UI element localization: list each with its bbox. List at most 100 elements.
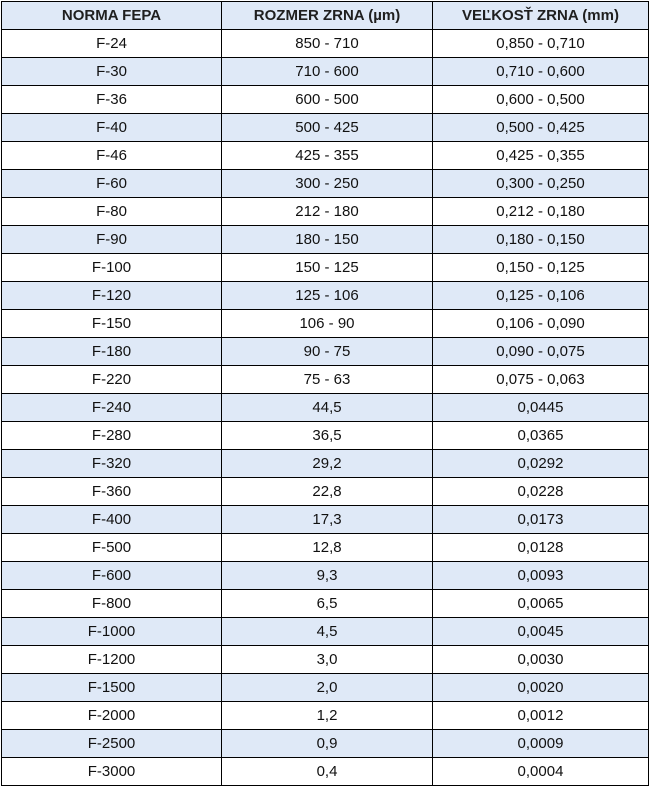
cell-grain-size-um: 600 - 500 (221, 85, 433, 114)
cell-grain-size-mm: 0,600 - 0,500 (432, 85, 649, 114)
cell-fepa-grade: F-3000 (1, 757, 222, 786)
table-row: F-60 300 - 250 0,300 - 0,250 (1, 169, 649, 198)
cell-fepa-grade: F-100 (1, 253, 222, 282)
header-grain-size-mm: VEĽKOSŤ ZRNA (mm) (432, 1, 649, 30)
cell-grain-size-um: 180 - 150 (221, 225, 433, 254)
cell-grain-size-mm: 0,0292 (432, 449, 649, 478)
table-row: F-600 9,3 0,0093 (1, 561, 649, 590)
cell-fepa-grade: F-800 (1, 589, 222, 618)
cell-grain-size-mm: 0,850 - 0,710 (432, 29, 649, 58)
cell-grain-size-um: 125 - 106 (221, 281, 433, 310)
cell-grain-size-um: 17,3 (221, 505, 433, 534)
cell-grain-size-mm: 0,0065 (432, 589, 649, 618)
table-header: NORMA FEPA ROZMER ZRNA (µm) VEĽKOSŤ ZRNA… (1, 1, 649, 30)
cell-fepa-grade: F-240 (1, 393, 222, 422)
table-row: F-240 44,5 0,0445 (1, 393, 649, 422)
cell-grain-size-um: 0,9 (221, 729, 433, 758)
cell-grain-size-mm: 0,0445 (432, 393, 649, 422)
table-body: F-24 850 - 710 0,850 - 0,710 F-30 710 - 600 0… (1, 29, 649, 786)
cell-grain-size-um: 106 - 90 (221, 309, 433, 338)
cell-grain-size-mm: 0,0009 (432, 729, 649, 758)
cell-grain-size-um: 36,5 (221, 421, 433, 450)
cell-grain-size-um: 75 - 63 (221, 365, 433, 394)
cell-grain-size-mm: 0,090 - 0,075 (432, 337, 649, 366)
table-row: F-1000 4,5 0,0045 (1, 617, 649, 646)
table-row: F-1500 2,0 0,0020 (1, 673, 649, 702)
cell-fepa-grade: F-400 (1, 505, 222, 534)
table-row: F-90 180 - 150 0,180 - 0,150 (1, 225, 649, 254)
cell-fepa-grade: F-90 (1, 225, 222, 254)
table-row: F-46 425 - 355 0,425 - 0,355 (1, 141, 649, 170)
cell-grain-size-um: 4,5 (221, 617, 433, 646)
table-row: F-24 850 - 710 0,850 - 0,710 (1, 29, 649, 58)
table-row: F-2500 0,9 0,0009 (1, 729, 649, 758)
table-row: F-36 600 - 500 0,600 - 0,500 (1, 85, 649, 114)
table-row: F-280 36,5 0,0365 (1, 421, 649, 450)
cell-grain-size-um: 0,4 (221, 757, 433, 786)
cell-fepa-grade: F-36 (1, 85, 222, 114)
cell-fepa-grade: F-220 (1, 365, 222, 394)
cell-grain-size-um: 3,0 (221, 645, 433, 674)
table-row: F-1200 3,0 0,0030 (1, 645, 649, 674)
header-grain-size-um: ROZMER ZRNA (µm) (221, 1, 433, 30)
cell-grain-size-mm: 0,0365 (432, 421, 649, 450)
table-row: F-40 500 - 425 0,500 - 0,425 (1, 113, 649, 142)
cell-fepa-grade: F-1200 (1, 645, 222, 674)
cell-grain-size-mm: 0,0004 (432, 757, 649, 786)
cell-grain-size-mm: 0,300 - 0,250 (432, 169, 649, 198)
cell-grain-size-mm: 0,0093 (432, 561, 649, 590)
cell-grain-size-um: 212 - 180 (221, 197, 433, 226)
cell-fepa-grade: F-120 (1, 281, 222, 310)
cell-fepa-grade: F-46 (1, 141, 222, 170)
table-row: F-500 12,8 0,0128 (1, 533, 649, 562)
table-row: F-180 90 - 75 0,090 - 0,075 (1, 337, 649, 366)
cell-grain-size-um: 1,2 (221, 701, 433, 730)
cell-grain-size-mm: 0,0012 (432, 701, 649, 730)
table-row: F-360 22,8 0,0228 (1, 477, 649, 506)
cell-grain-size-um: 710 - 600 (221, 57, 433, 86)
cell-grain-size-um: 425 - 355 (221, 141, 433, 170)
table-row: F-2000 1,2 0,0012 (1, 701, 649, 730)
cell-fepa-grade: F-80 (1, 197, 222, 226)
cell-grain-size-um: 29,2 (221, 449, 433, 478)
table-row: F-400 17,3 0,0173 (1, 505, 649, 534)
cell-grain-size-mm: 0,500 - 0,425 (432, 113, 649, 142)
cell-grain-size-mm: 0,0228 (432, 477, 649, 506)
table-row: F-3000 0,4 0,0004 (1, 757, 649, 786)
table-row: F-220 75 - 63 0,075 - 0,063 (1, 365, 649, 394)
cell-fepa-grade: F-2500 (1, 729, 222, 758)
cell-grain-size-mm: 0,125 - 0,106 (432, 281, 649, 310)
cell-grain-size-um: 44,5 (221, 393, 433, 422)
table-row: F-800 6,5 0,0065 (1, 589, 649, 618)
header-fepa-standard: NORMA FEPA (1, 1, 222, 30)
cell-grain-size-um: 22,8 (221, 477, 433, 506)
cell-fepa-grade: F-2000 (1, 701, 222, 730)
cell-fepa-grade: F-280 (1, 421, 222, 450)
table-row: F-320 29,2 0,0292 (1, 449, 649, 478)
cell-grain-size-um: 500 - 425 (221, 113, 433, 142)
cell-fepa-grade: F-500 (1, 533, 222, 562)
cell-fepa-grade: F-360 (1, 477, 222, 506)
header-row: NORMA FEPA ROZMER ZRNA (µm) VEĽKOSŤ ZRNA… (1, 1, 649, 30)
cell-grain-size-mm: 0,075 - 0,063 (432, 365, 649, 394)
table-row: F-120 125 - 106 0,125 - 0,106 (1, 281, 649, 310)
cell-fepa-grade: F-1000 (1, 617, 222, 646)
cell-fepa-grade: F-40 (1, 113, 222, 142)
cell-fepa-grade: F-30 (1, 57, 222, 86)
cell-grain-size-mm: 0,0045 (432, 617, 649, 646)
cell-fepa-grade: F-60 (1, 169, 222, 198)
table-row: F-150 106 - 90 0,106 - 0,090 (1, 309, 649, 338)
cell-fepa-grade: F-150 (1, 309, 222, 338)
cell-grain-size-um: 9,3 (221, 561, 433, 590)
cell-fepa-grade: F-180 (1, 337, 222, 366)
table-row: F-80 212 - 180 0,212 - 0,180 (1, 197, 649, 226)
cell-grain-size-um: 2,0 (221, 673, 433, 702)
cell-grain-size-mm: 0,425 - 0,355 (432, 141, 649, 170)
cell-grain-size-um: 12,8 (221, 533, 433, 562)
cell-grain-size-mm: 0,180 - 0,150 (432, 225, 649, 254)
cell-grain-size-um: 90 - 75 (221, 337, 433, 366)
table-row: F-30 710 - 600 0,710 - 0,600 (1, 57, 649, 86)
cell-grain-size-mm: 0,0020 (432, 673, 649, 702)
cell-grain-size-mm: 0,212 - 0,180 (432, 197, 649, 226)
